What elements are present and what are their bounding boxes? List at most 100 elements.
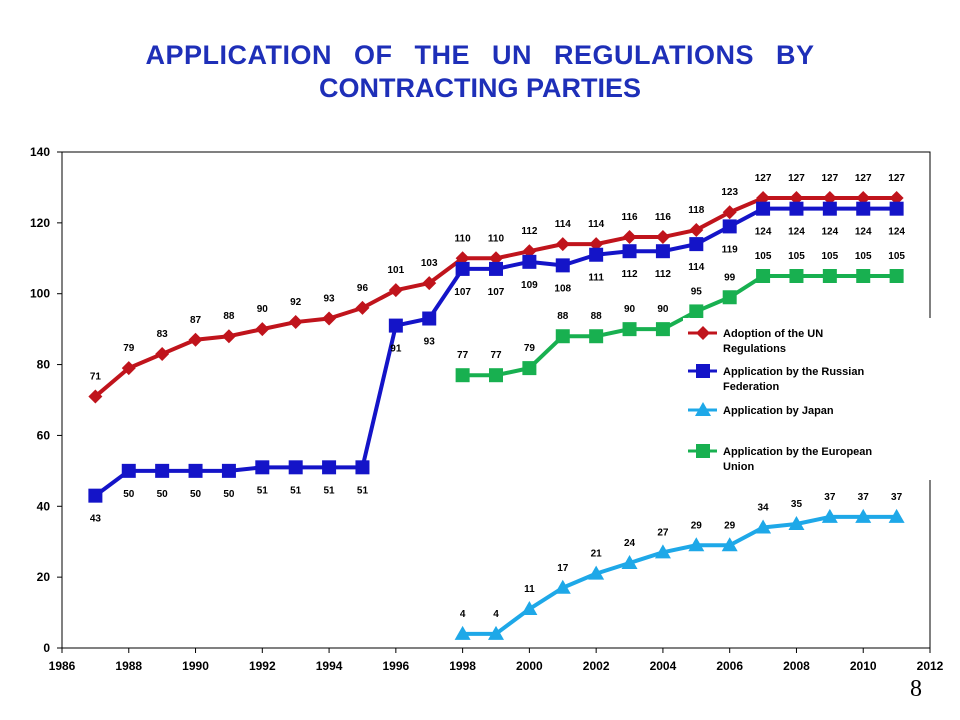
data-point-eu <box>789 269 804 283</box>
x-tick-label: 2008 <box>783 659 810 673</box>
page-number: 8 <box>910 676 922 702</box>
y-tick-label: 20 <box>37 570 51 584</box>
data-point-adoption <box>622 230 637 245</box>
x-tick-label: 1994 <box>316 659 343 673</box>
data-label-japan: 37 <box>858 492 870 503</box>
data-label-russia: 93 <box>424 337 436 348</box>
data-point-adoption <box>522 244 537 259</box>
data-point-adoption <box>388 283 403 298</box>
data-label-russia: 111 <box>588 273 604 284</box>
data-point-japan <box>888 508 905 523</box>
data-label-adoption: 90 <box>257 304 269 315</box>
data-label-adoption: 123 <box>721 187 738 198</box>
data-label-japan: 4 <box>493 609 499 620</box>
data-point-russia <box>422 311 437 326</box>
data-label-russia: 109 <box>521 280 538 291</box>
data-point-eu <box>555 329 570 344</box>
data-label-adoption: 96 <box>357 283 369 294</box>
y-tick-label: 40 <box>37 499 51 513</box>
data-point-japan <box>454 625 471 640</box>
data-point-russia <box>789 201 804 216</box>
data-label-eu: 105 <box>788 251 805 262</box>
data-point-russia <box>221 463 236 478</box>
data-label-russia: 51 <box>357 485 369 496</box>
data-label-eu: 77 <box>490 350 502 361</box>
data-point-russia <box>689 237 704 252</box>
data-point-eu <box>756 269 771 283</box>
data-label-eu: 99 <box>724 272 736 283</box>
data-label-russia: 119 <box>722 244 739 255</box>
series-japan <box>454 508 905 640</box>
data-label-japan: 4 <box>460 609 466 620</box>
data-point-japan <box>488 625 504 640</box>
data-label-russia: 112 <box>621 269 638 280</box>
data-label-eu: 95 <box>691 286 703 297</box>
data-point-eu <box>622 322 637 337</box>
legend-label-eu: Application by the European <box>723 446 872 458</box>
legend-label-japan: Application by Japan <box>723 405 834 417</box>
data-point-adoption <box>756 191 771 206</box>
data-label-eu: 105 <box>855 251 872 262</box>
data-point-adoption <box>689 222 704 237</box>
y-tick-label: 100 <box>30 287 50 301</box>
legend-marker-japan <box>695 402 711 416</box>
data-label-russia: 50 <box>223 489 235 500</box>
data-label-adoption: 87 <box>190 315 202 326</box>
data-point-adoption <box>722 205 737 220</box>
data-point-adoption <box>589 237 604 252</box>
data-label-eu: 90 <box>624 304 636 315</box>
data-label-adoption: 127 <box>888 173 905 184</box>
data-label-eu: 77 <box>457 350 469 361</box>
data-point-adoption <box>322 311 337 326</box>
data-label-eu: 88 <box>557 311 569 322</box>
x-tick-label: 2010 <box>850 659 877 673</box>
data-label-russia: 50 <box>190 489 202 500</box>
series-layer <box>88 191 905 640</box>
data-point-russia <box>589 247 604 262</box>
data-label-adoption: 116 <box>621 212 638 223</box>
x-tick-label: 2012 <box>917 659 944 673</box>
data-label-eu: 105 <box>822 251 839 262</box>
data-point-russia <box>121 463 136 478</box>
data-label-russia: 124 <box>788 227 805 238</box>
data-label-russia: 112 <box>655 269 672 280</box>
data-label-japan: 11 <box>524 584 535 595</box>
data-point-eu <box>822 269 837 283</box>
data-label-adoption: 127 <box>855 173 872 184</box>
series-adoption <box>88 191 904 404</box>
data-label-adoption: 103 <box>421 258 438 269</box>
data-label-adoption: 127 <box>755 173 772 184</box>
legend-label-adoption: Regulations <box>723 343 786 355</box>
data-point-japan <box>588 565 605 580</box>
data-label-adoption: 116 <box>655 212 672 223</box>
data-label-japan: 34 <box>758 503 770 514</box>
data-label-adoption: 88 <box>223 311 235 322</box>
data-point-adoption <box>188 332 203 347</box>
data-point-russia <box>622 244 637 259</box>
y-tick-label: 140 <box>30 145 50 159</box>
series-eu <box>455 269 904 383</box>
x-tick-label: 1996 <box>382 659 409 673</box>
data-label-russia: 107 <box>488 287 505 298</box>
chart-title-line1: APPLICATION OF THE UN REGULATIONS BY <box>145 40 815 70</box>
legend-marker-russia <box>696 364 710 378</box>
data-label-japan: 37 <box>891 492 903 503</box>
x-tick-label: 1986 <box>49 659 76 673</box>
legend-box <box>683 318 931 480</box>
data-label-adoption: 71 <box>90 371 102 382</box>
data-label-russia: 51 <box>290 485 302 496</box>
x-tick-label: 2000 <box>516 659 543 673</box>
legend-label-adoption: Adoption of the UN <box>723 328 823 340</box>
data-point-russia <box>822 201 837 216</box>
data-point-russia <box>88 488 103 503</box>
data-label-russia: 107 <box>454 287 471 298</box>
x-tick-label: 2004 <box>650 659 677 673</box>
data-label-russia: 114 <box>688 262 705 273</box>
data-label-eu: 79 <box>524 343 536 354</box>
data-label-russia: 51 <box>324 485 336 496</box>
data-label-adoption: 127 <box>788 173 805 184</box>
data-label-russia: 51 <box>257 485 269 496</box>
data-label-adoption: 118 <box>688 205 705 216</box>
